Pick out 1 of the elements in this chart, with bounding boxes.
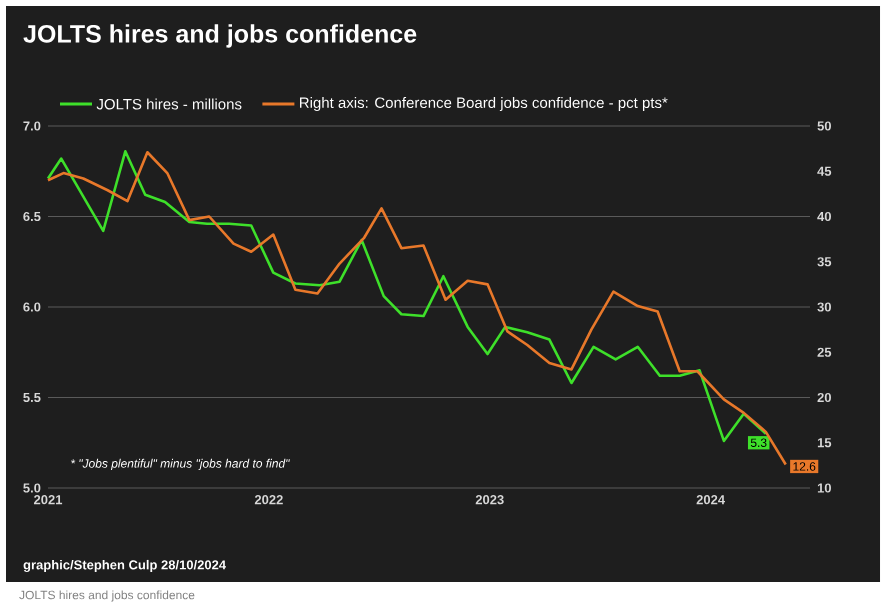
- chart-title: JOLTS hires and jobs confidence: [23, 24, 417, 48]
